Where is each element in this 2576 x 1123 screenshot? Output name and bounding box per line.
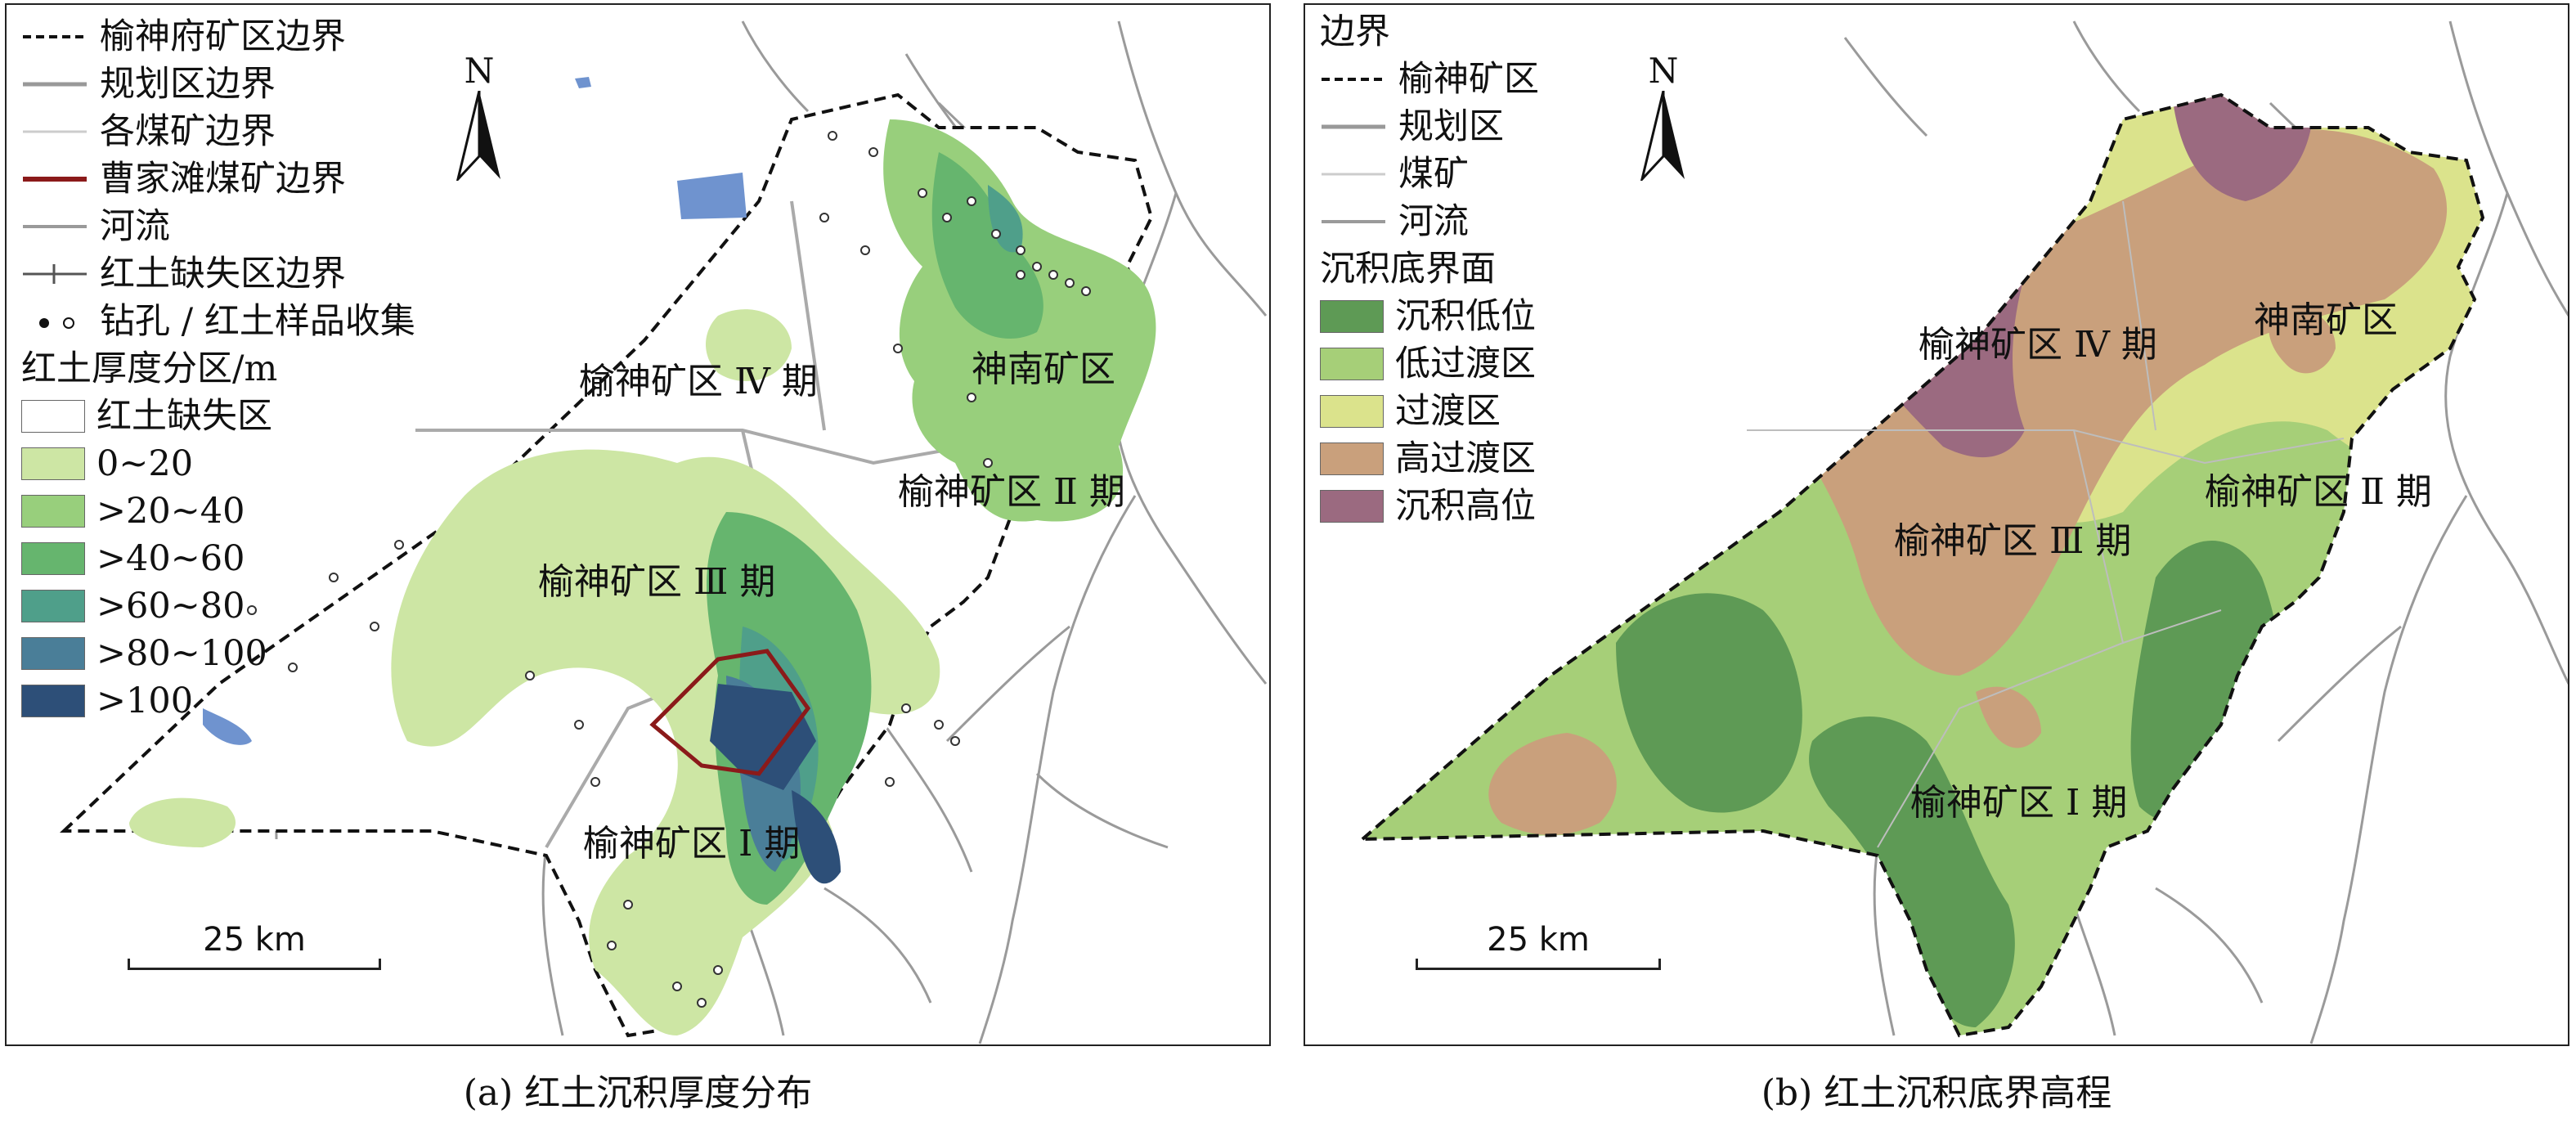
base-elevation-map: 榆神矿区 Ⅳ 期 神南矿区 榆神矿区 Ⅱ 期 榆神矿区 Ⅲ 期 榆神矿区 Ⅰ 期	[1358, 20, 2568, 1044]
scale-bar: 25 km	[1416, 921, 1661, 970]
surface-legend-title: 沉积底界面	[1320, 249, 1496, 290]
yushen-district-boundary	[1358, 92, 2485, 1038]
legend-class: 低过渡区	[1320, 340, 1539, 388]
class-swatch-b	[1320, 395, 1384, 428]
region-label-i: 榆神矿区 Ⅰ 期	[583, 823, 800, 865]
legend-class: >20~40	[21, 487, 415, 535]
legend-item-missing-boundary: 红土缺失区边界	[23, 254, 346, 294]
caojiatan-mine-boundary	[649, 649, 811, 776]
legend-class: >80~100	[21, 630, 415, 677]
map-panel-base-elevation: 榆神矿区 Ⅳ 期 神南矿区 榆神矿区 Ⅱ 期 榆神矿区 Ⅲ 期 榆神矿区 Ⅰ 期…	[1304, 3, 2569, 1046]
north-arrow-icon	[456, 90, 500, 184]
lake	[203, 708, 252, 745]
coal-mine-boundaries	[1747, 200, 2345, 848]
region-label-shennan: 神南矿区	[2254, 299, 2398, 341]
class-swatch-b	[1320, 348, 1384, 380]
map-panel-thickness: 榆神矿区 Ⅳ 期 神南矿区 榆神矿区 Ⅱ 期 榆神矿区 Ⅲ 期 榆神矿区 Ⅰ 期…	[5, 3, 1271, 1046]
class-swatch-b	[1320, 442, 1384, 475]
north-arrow: N	[455, 51, 504, 189]
legend-item-river: 河流	[1322, 201, 1469, 242]
region-label-iii: 榆神矿区 Ⅲ 期	[538, 561, 775, 603]
class-swatch	[21, 400, 85, 433]
region-label-iv: 榆神矿区 Ⅳ 期	[579, 361, 818, 402]
legend-item-caojiatan-boundary: 曹家滩煤矿边界	[23, 159, 346, 200]
thickness-zones	[129, 119, 1156, 1035]
scale-bar: 25 km	[128, 921, 381, 970]
class-swatch-b	[1320, 300, 1384, 333]
lake	[677, 173, 747, 219]
class-swatch	[21, 590, 85, 622]
legend-class: 红土缺失区	[21, 393, 415, 440]
legend-class: 高过渡区	[1320, 435, 1539, 483]
class-swatch	[21, 495, 85, 528]
legend-item-mine-boundary: 煤矿	[1322, 154, 1469, 195]
north-arrow-icon	[1640, 90, 1685, 184]
class-swatch	[21, 685, 85, 717]
class-swatch-b	[1320, 490, 1384, 523]
region-label-ii: 榆神矿区 Ⅱ 期	[2205, 471, 2432, 513]
legend-class: 过渡区	[1320, 388, 1539, 435]
legend-class: >60~80	[21, 582, 415, 630]
north-arrow: N	[1639, 51, 1688, 189]
region-label-shennan: 神南矿区	[972, 348, 1115, 390]
legend-thickness: 榆神府矿区边界 规划区边界 各煤矿边界 曹家滩煤矿边界 河流 红土缺失区边界 钻…	[21, 13, 415, 725]
legend-class: >100	[21, 677, 415, 725]
region-label-i: 榆神矿区 Ⅰ 期	[1910, 782, 2127, 824]
legend-class: 沉积低位	[1320, 293, 1539, 340]
boundary-legend-title: 边界	[1320, 11, 1390, 52]
region-label-iv: 榆神矿区 Ⅳ 期	[1919, 324, 2157, 366]
legend-item-planning-boundary: 规划区	[1322, 106, 1504, 147]
legend-item-district-boundary: 榆神府矿区边界	[23, 16, 346, 57]
thickness-legend-title: 红土厚度分区/m	[21, 348, 278, 389]
class-swatch	[21, 447, 85, 480]
legend-item-boreholes: 钻孔 / 红土样品收集	[21, 298, 415, 345]
legend-item-river: 河流	[23, 206, 170, 247]
region-label-ii: 榆神矿区 Ⅱ 期	[898, 471, 1125, 513]
legend-class: >40~60	[21, 535, 415, 582]
legend-class: 0~20	[21, 440, 415, 487]
region-label-iii: 榆神矿区 Ⅲ 期	[1894, 520, 2131, 562]
legend-item-district-boundary: 榆神矿区	[1322, 59, 1539, 100]
borehole-points	[247, 131, 1091, 1008]
legend-base-elevation: 边界 榆神矿区 规划区 煤矿 河流 沉积底界面 沉积低位 低过渡区 过渡区 高过…	[1320, 8, 1539, 530]
class-swatch	[21, 637, 85, 670]
lake	[575, 77, 591, 88]
caption-a: (a) 红土沉积厚度分布	[463, 1072, 813, 1114]
legend-item-mine-boundary: 各煤矿边界	[23, 111, 276, 152]
class-swatch	[21, 542, 85, 575]
legend-item-planning-boundary: 规划区边界	[23, 64, 276, 105]
thickness-map: 榆神矿区 Ⅳ 期 神南矿区 榆神矿区 Ⅱ 期 榆神矿区 Ⅲ 期 榆神矿区 Ⅰ 期	[59, 20, 1268, 1044]
legend-class: 沉积高位	[1320, 483, 1539, 530]
caption-b: (b) 红土沉积底界高程	[1761, 1072, 2112, 1114]
